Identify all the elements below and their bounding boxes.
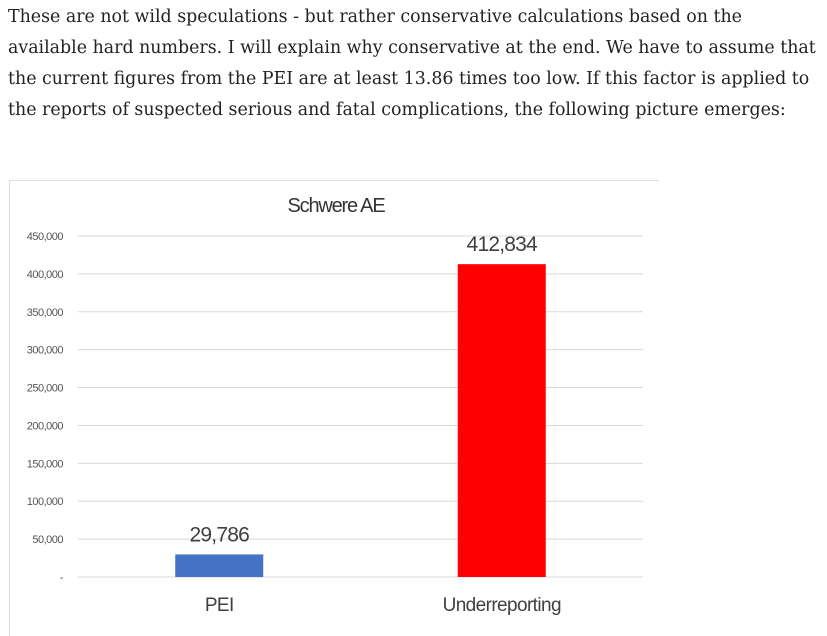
- y-tick-label-4: 200,000: [27, 420, 64, 432]
- bar-underreporting: [457, 264, 546, 577]
- y-tick-label-2: 100,000: [27, 496, 64, 508]
- category-label-underreporting: Underreporting: [443, 595, 561, 616]
- y-tick-label-1: 50,000: [32, 534, 63, 546]
- bar-pei: [175, 554, 264, 577]
- chart-bars: [175, 264, 546, 577]
- y-tick-label-3: 150,000: [27, 458, 64, 470]
- y-tick-label-6: 300,000: [27, 345, 64, 357]
- data-label-underreporting: 412,834: [467, 233, 538, 256]
- y-tick-label-9: 450,000: [27, 231, 64, 243]
- data-labels: 29,786 412,834: [190, 233, 539, 546]
- chart-gridlines: [78, 235, 643, 578]
- chart-title: Schwere AE: [288, 195, 386, 217]
- x-axis: PEI Underreporting: [205, 595, 562, 616]
- y-tick-label-5: 250,000: [27, 383, 64, 395]
- y-tick-label-7: 350,000: [27, 307, 64, 319]
- article-paragraph: These are not wild speculations - but ra…: [8, 7, 816, 120]
- data-label-pei: 29,786: [190, 523, 250, 546]
- y-tick-label-0: -: [60, 572, 64, 584]
- chart-frame: [9, 180, 659, 636]
- y-axis: - 50,000 100,000 150,000 200,000 250,000 300,0…: [27, 231, 65, 584]
- y-tick-label-8: 400,000: [27, 269, 64, 281]
- category-label-pei: PEI: [205, 595, 234, 616]
